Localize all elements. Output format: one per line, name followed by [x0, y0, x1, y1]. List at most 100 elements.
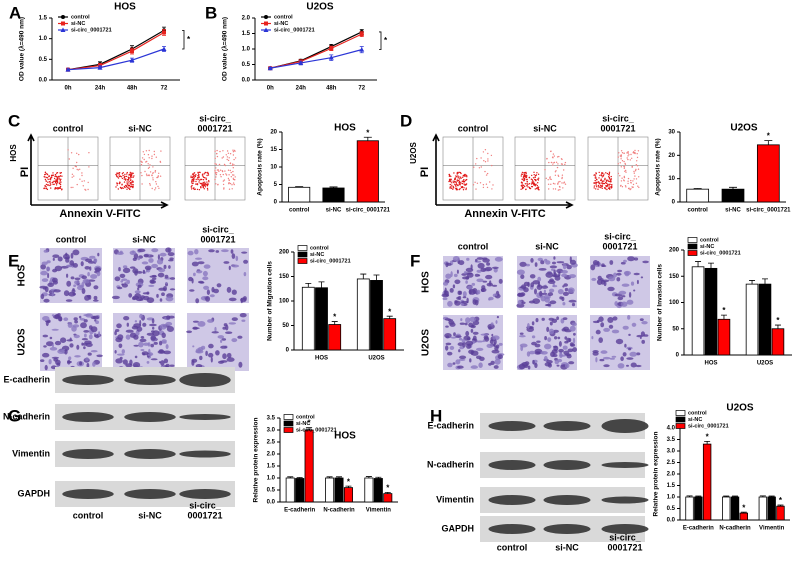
- event: [49, 178, 51, 180]
- event: [225, 174, 228, 176]
- y-tick-label: 0: [676, 353, 680, 359]
- cell: [517, 292, 525, 298]
- event: [214, 157, 216, 160]
- event: [600, 186, 602, 189]
- cell: [482, 258, 490, 263]
- event: [202, 175, 204, 177]
- panel-letter: E: [8, 251, 19, 270]
- x-tick-label: control: [289, 208, 310, 214]
- cell: [449, 345, 455, 350]
- event: [524, 174, 526, 176]
- cell: [158, 268, 166, 273]
- event: [599, 174, 601, 177]
- y-tick-label: 3.0: [267, 428, 276, 434]
- event: [190, 176, 192, 179]
- y-axis-label: Relative protein expression: [653, 432, 660, 517]
- event: [556, 156, 559, 158]
- legend-swatch: [283, 427, 294, 433]
- cell: [79, 315, 82, 319]
- cell: [159, 340, 163, 346]
- event: [147, 163, 149, 165]
- event: [546, 158, 548, 160]
- cell: [486, 343, 494, 348]
- event: [557, 175, 560, 177]
- event: [205, 184, 207, 186]
- cell: [525, 263, 530, 267]
- cell: [546, 326, 550, 332]
- cell: [133, 334, 139, 340]
- cell: [52, 344, 54, 348]
- event: [198, 171, 201, 173]
- event: [626, 152, 628, 154]
- event: [140, 172, 142, 174]
- cell: [89, 255, 96, 259]
- error-bar: [318, 281, 325, 288]
- cell: [64, 349, 68, 355]
- y-tick-label: 200: [279, 250, 290, 256]
- event: [455, 185, 457, 187]
- event: [562, 187, 564, 189]
- cell: [568, 274, 577, 279]
- cell: [607, 317, 614, 323]
- event: [87, 181, 89, 184]
- cell: [149, 323, 157, 327]
- marker: [264, 15, 268, 19]
- cell: [187, 250, 194, 256]
- event: [456, 173, 458, 175]
- cell: [152, 277, 157, 280]
- line: [270, 31, 363, 69]
- cell: [243, 272, 247, 277]
- cell: [573, 332, 576, 336]
- cell: [551, 349, 558, 355]
- marker: [267, 65, 273, 71]
- cell: [600, 322, 605, 328]
- event: [625, 171, 627, 173]
- event: [232, 167, 234, 169]
- cell: [40, 359, 45, 362]
- event: [450, 187, 453, 189]
- cell: [465, 330, 470, 337]
- cell: [220, 339, 223, 343]
- cell: [539, 290, 543, 297]
- cell: [615, 338, 624, 345]
- event: [623, 179, 625, 181]
- event: [82, 185, 85, 187]
- event: [223, 163, 226, 166]
- event: [199, 179, 201, 181]
- event: [58, 177, 60, 179]
- cell: [532, 359, 535, 365]
- cell: [83, 319, 88, 323]
- event: [619, 162, 621, 164]
- event: [629, 159, 631, 161]
- chart-title: U2OS: [306, 2, 334, 13]
- event: [118, 182, 121, 185]
- cell: [137, 287, 140, 291]
- cell: [82, 278, 90, 284]
- cell: [567, 287, 575, 294]
- event: [558, 155, 560, 158]
- bar: [758, 283, 772, 356]
- cell: [169, 288, 176, 291]
- cell: [211, 331, 219, 334]
- cell: [161, 339, 167, 343]
- event: [118, 175, 120, 177]
- event: [126, 182, 128, 185]
- bar: [356, 140, 379, 203]
- cell: [120, 280, 124, 283]
- cell: [470, 325, 476, 329]
- event: [229, 162, 232, 164]
- column-label: 0001721: [187, 510, 222, 520]
- cell: [567, 348, 574, 353]
- event: [233, 158, 235, 161]
- y-tick-label: 150: [669, 274, 680, 280]
- event: [620, 150, 623, 152]
- event: [621, 152, 624, 154]
- panel-letter: G: [8, 406, 21, 425]
- cell: [517, 299, 523, 305]
- cell: [494, 293, 498, 297]
- cell: [490, 322, 494, 326]
- cell: [231, 338, 238, 343]
- cell: [220, 360, 228, 363]
- cell: [469, 316, 477, 322]
- event: [190, 175, 192, 177]
